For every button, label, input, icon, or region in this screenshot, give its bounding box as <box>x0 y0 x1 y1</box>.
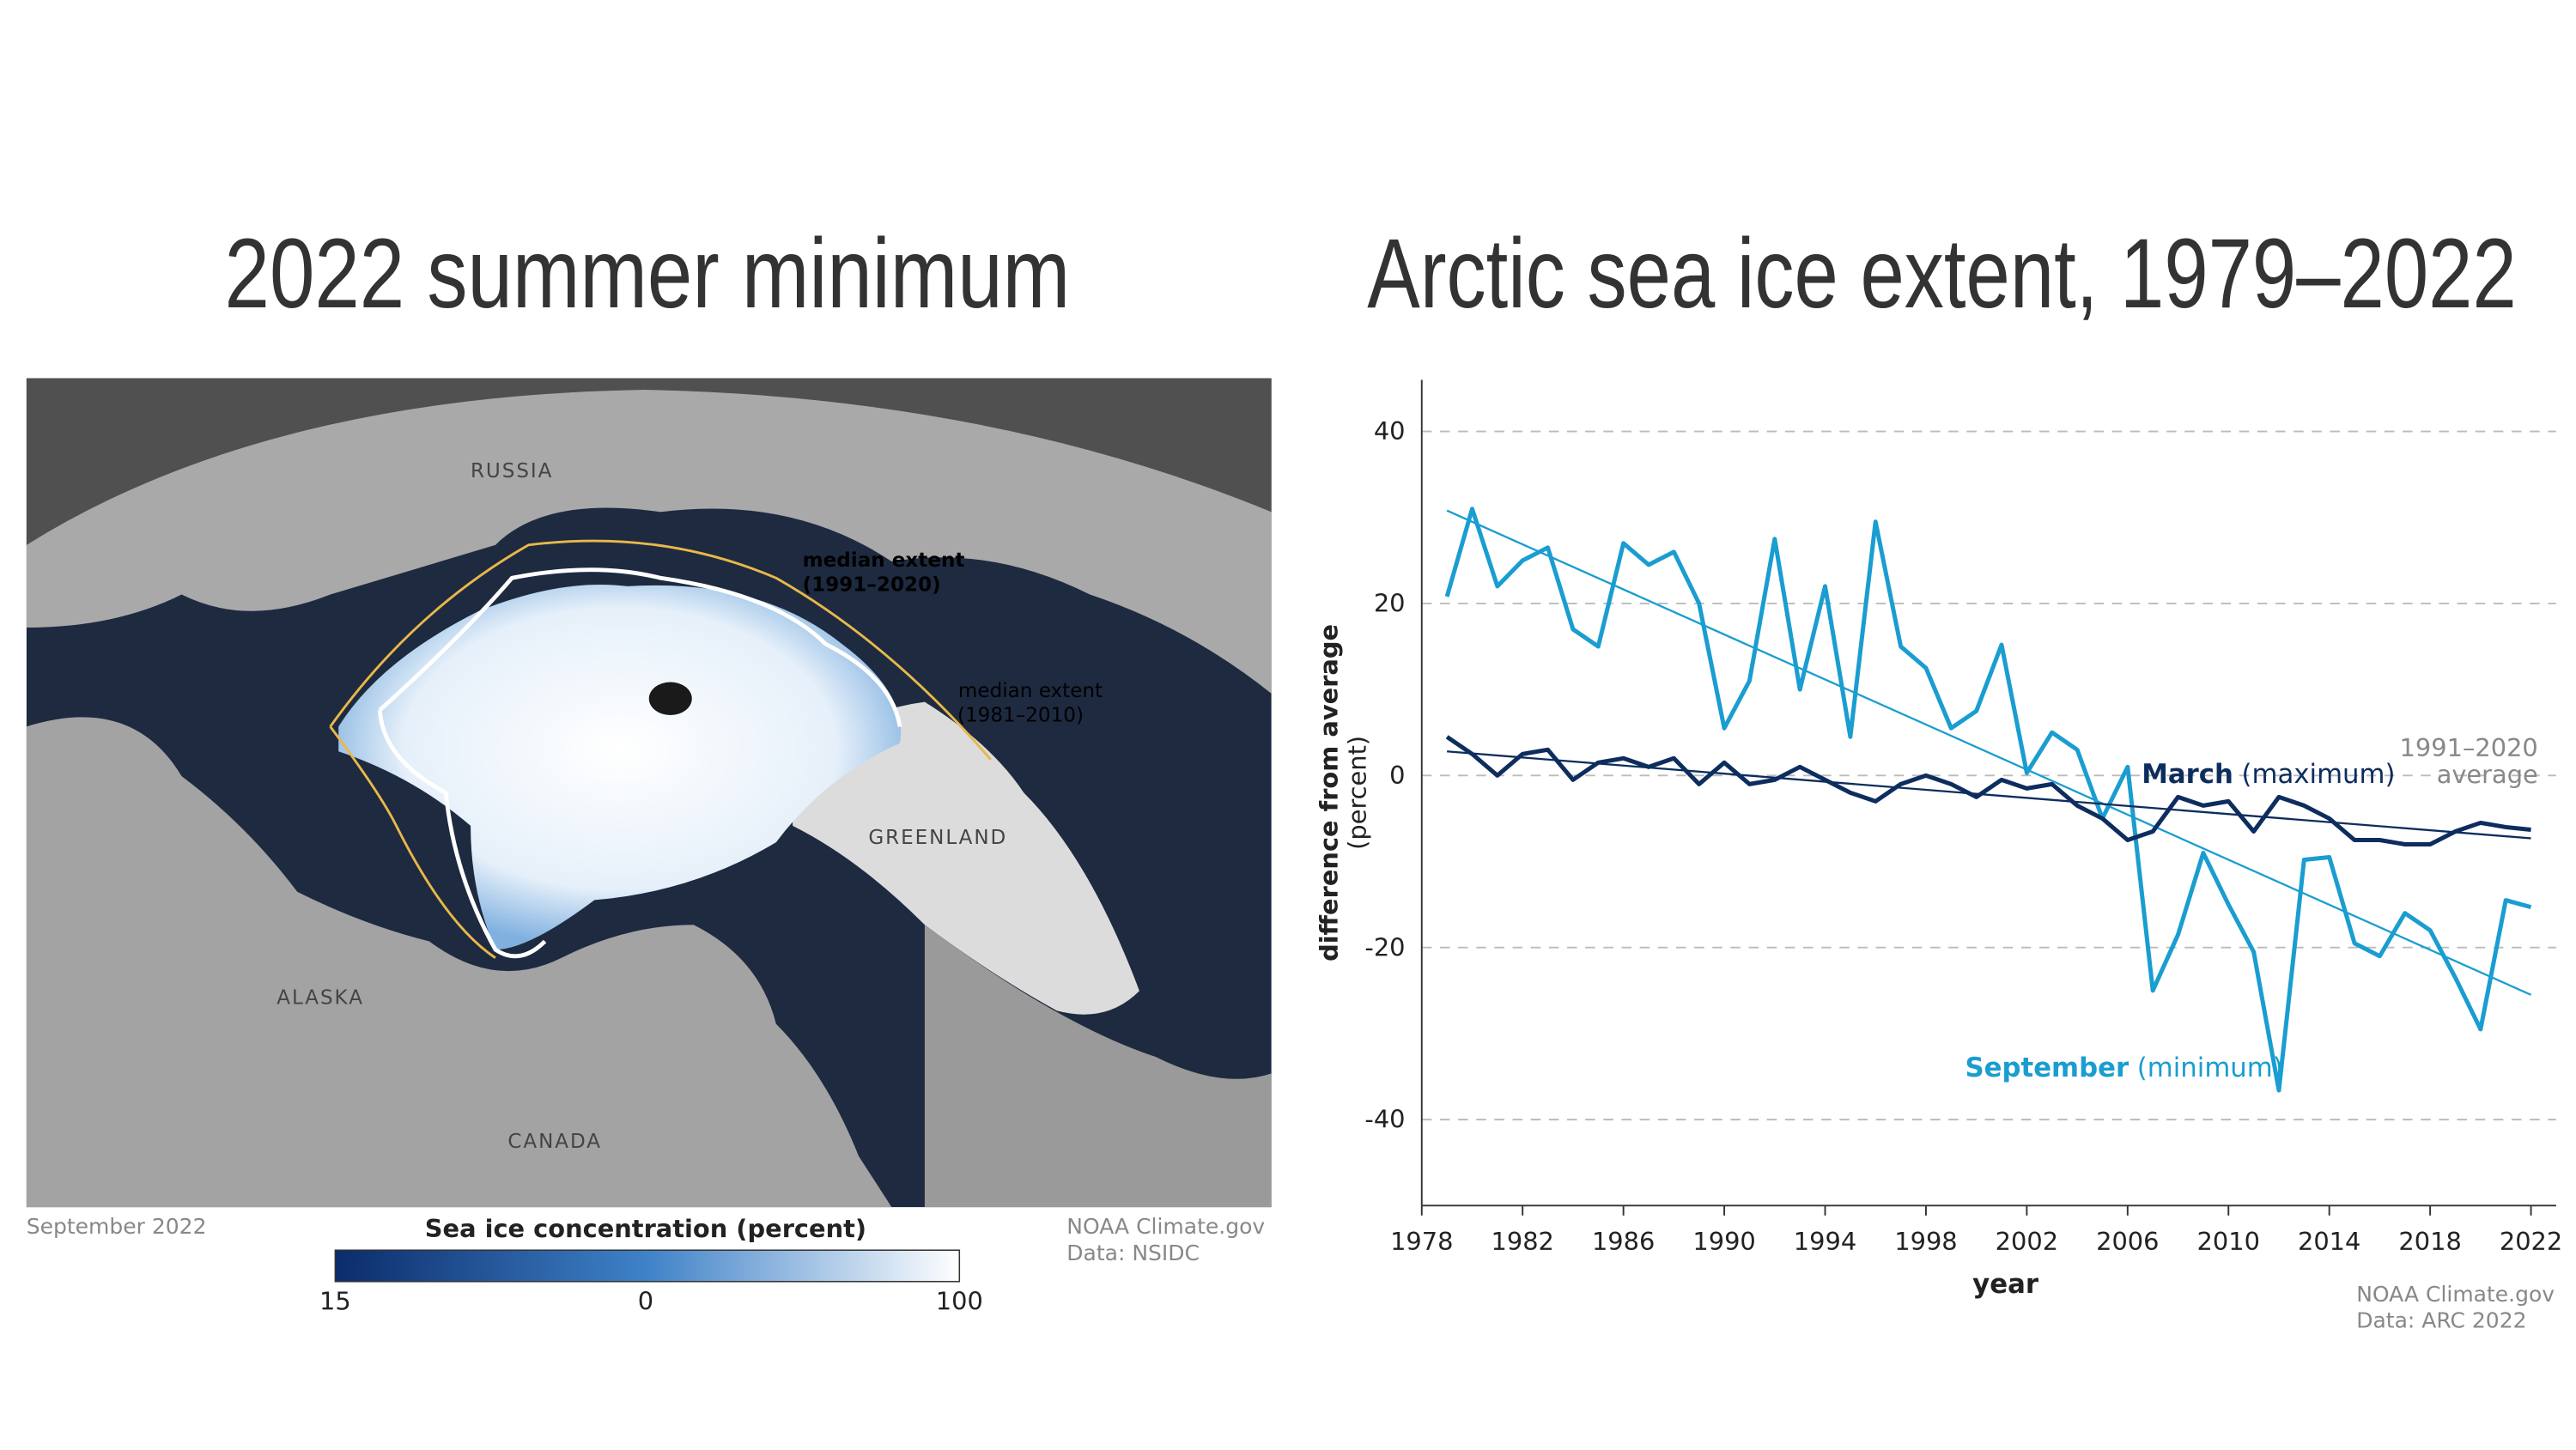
north-america-land <box>26 717 892 1208</box>
x-tick-label: 1998 <box>1894 1227 1957 1256</box>
colorbar-label: 0 <box>638 1286 653 1315</box>
x-tick-label: 2002 <box>1996 1227 2058 1256</box>
map-annotation: median extent <box>958 680 1103 702</box>
place-label: GREENLAND <box>868 827 1007 849</box>
series-label: March (maximum) <box>2142 759 2395 790</box>
median-1991-2020-line <box>377 567 902 959</box>
colorbar <box>334 1249 961 1283</box>
series-label: September (minimum) <box>1965 1053 2282 1083</box>
map-annotation: median extent <box>803 549 965 572</box>
y-tick-label: 20 <box>1374 589 1406 618</box>
credit: NOAA Climate.gov <box>2356 1282 2555 1307</box>
place-label: RUSSIA <box>471 460 553 482</box>
median-1981-2010-line <box>329 539 992 959</box>
chart-title: Arctic sea ice extent, 1979–2022 <box>1367 219 2516 329</box>
x-tick-label: 2006 <box>2096 1227 2159 1256</box>
greenland-land <box>793 701 1139 1015</box>
colorbar-label: 15 <box>319 1286 351 1315</box>
colorbar-label: 100 <box>936 1286 983 1315</box>
sea-ice <box>338 584 902 950</box>
y-axis-label: difference from average <box>1315 624 1344 962</box>
series-name: March <box>2142 759 2233 790</box>
place-label: ALASKA <box>276 987 364 1010</box>
line-chart: -40 -20 0 20 40 1978 1982 1986 1990 1994 1998 2002 2… <box>1315 379 2562 1333</box>
map <box>26 378 1272 1208</box>
map-date: September 2022 <box>27 1214 207 1239</box>
place-label: CANADA <box>507 1131 602 1153</box>
trend-line <box>1446 509 2532 996</box>
series-suffix: (minimum) <box>2137 1053 2283 1083</box>
x-tick-label: 1982 <box>1492 1227 1554 1256</box>
credit: Data: ARC 2022 <box>2356 1308 2526 1333</box>
y-tick-label: -40 <box>1364 1105 1405 1134</box>
x-tick-label: 2018 <box>2398 1227 2461 1256</box>
series-suffix: (maximum) <box>2242 759 2396 790</box>
y-tick-label: 0 <box>1389 761 1405 790</box>
x-tick-label: 1986 <box>1592 1227 1655 1256</box>
space <box>26 378 1272 545</box>
trend-line <box>1447 750 2531 840</box>
reference-label: average <box>2437 760 2538 789</box>
canada-east-land <box>924 925 1272 1208</box>
x-tick-label: 2014 <box>2298 1227 2360 1256</box>
map-title: 2022 summer minimum <box>225 219 1071 329</box>
series-line <box>1445 735 2531 846</box>
credit: Data: NSIDC <box>1066 1241 1200 1265</box>
russia-land <box>26 389 1272 694</box>
colorbar-title: Sea ice concentration (percent) <box>425 1214 866 1243</box>
map-annotation: (1991–2020) <box>803 574 941 597</box>
series-name: September <box>1965 1053 2129 1083</box>
x-tick-label: 1990 <box>1692 1227 1755 1256</box>
series-line <box>1444 507 2532 1093</box>
y-tick-label: 40 <box>1374 416 1406 446</box>
x-axis-label: year <box>1972 1269 2039 1300</box>
map-annotation: (1981–2010) <box>957 705 1084 727</box>
x-tick-label: 2022 <box>2500 1227 2562 1256</box>
x-tick-label: 2010 <box>2197 1227 2260 1256</box>
credit: NOAA Climate.gov <box>1066 1214 1265 1239</box>
pole-hole <box>648 682 692 715</box>
y-axis-label: (percent) <box>1342 736 1371 850</box>
x-tick-label: 1978 <box>1390 1227 1453 1256</box>
x-tick-label: 1994 <box>1794 1227 1856 1256</box>
reference-label: 1991–2020 <box>2400 733 2538 762</box>
y-tick-label: -20 <box>1364 932 1405 962</box>
